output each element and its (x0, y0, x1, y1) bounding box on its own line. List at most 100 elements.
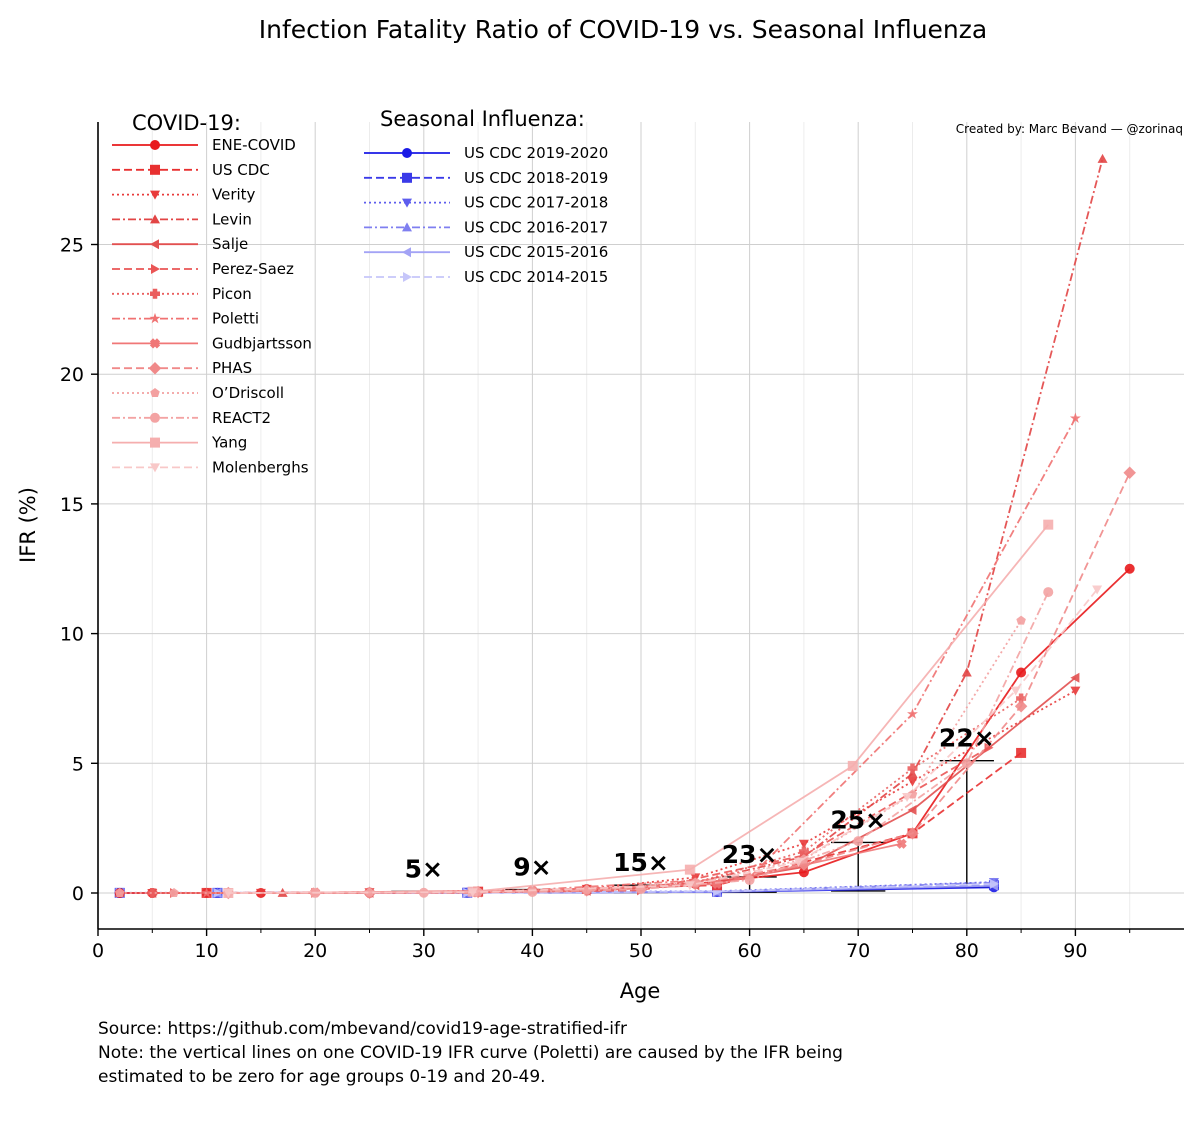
chart-title: Infection Fatality Ratio of COVID-19 vs.… (259, 15, 987, 44)
covid-legend-label: REACT2 (212, 409, 271, 427)
ratio-labels: 5× 9× 15× 23× 25× 22× (405, 724, 995, 884)
covid-point (581, 884, 592, 894)
covid-legend-item: Perez-Saez (112, 260, 294, 278)
covid-legend-marker (150, 388, 160, 398)
covid-legend-marker-shape (149, 338, 161, 349)
covid-legend-label: Poletti (212, 310, 259, 328)
covid-point (147, 887, 158, 898)
x-tick-label: 50 (629, 940, 653, 962)
covid-legend-label: ENE-COVID (212, 136, 296, 154)
flu-legend-label: US CDC 2016-2017 (464, 218, 608, 236)
covid-point (114, 887, 125, 897)
x-tick-label: 60 (738, 940, 762, 962)
covid-series-12 (223, 519, 1054, 898)
covid-point (907, 708, 918, 719)
covid-point (636, 884, 646, 895)
x-tick-label: 80 (955, 940, 979, 962)
covid-legend-marker (150, 288, 160, 299)
covid-legend-item: Poletti (112, 310, 259, 328)
covid-point (907, 777, 918, 787)
x-tick-label: 0 (92, 940, 104, 962)
y-axis-label: IFR (%) (16, 487, 40, 563)
covid-legend-label: Gudbjartsson (212, 334, 312, 352)
covid-point (684, 881, 695, 891)
covid-legend-item: Levin (112, 210, 252, 228)
flu-legend-item: US CDC 2018-2019 (364, 169, 608, 187)
covid-point (1043, 587, 1054, 598)
flu-legend-label: US CDC 2018-2019 (464, 169, 608, 187)
covid-legend-item: Salje (112, 235, 248, 253)
flu-legend-marker (403, 272, 412, 282)
covid-series-10 (114, 615, 1026, 898)
covid-point (906, 827, 919, 840)
series-group (114, 153, 1136, 900)
flu-legend-label: US CDC 2015-2016 (464, 243, 608, 261)
covid-point (744, 875, 755, 886)
covid-series-line (119, 620, 1022, 894)
flu-legend-marker (402, 148, 412, 158)
covid-legend-marker (151, 264, 160, 274)
covid-legend-label: Levin (212, 210, 252, 228)
x-tick-label: 20 (303, 940, 327, 962)
covid-legend-label: Salje (212, 235, 248, 253)
covid-point (853, 836, 864, 847)
flu-legend-label: US CDC 2019-2020 (464, 144, 608, 162)
x-tick-label: 90 (1063, 940, 1087, 962)
ratio-label: 25× (830, 805, 886, 834)
covid-series-line (228, 472, 1131, 894)
y-tick-label: 10 (60, 624, 84, 646)
y-tick-label: 25 (60, 235, 84, 257)
flu-legend: US CDC 2019-2020 US CDC 2018-2019 US CDC 2… (364, 144, 608, 286)
covid-series-line (228, 524, 1049, 894)
covid-legend-item: Yang (112, 434, 247, 452)
covid-point (527, 886, 538, 897)
covid-legend-label: PHAS (212, 359, 252, 377)
covid-point (896, 838, 907, 849)
y-tick-label: 20 (60, 364, 84, 386)
covid-point (798, 839, 809, 849)
covid-legend-marker (150, 140, 160, 150)
flu-legend-item: US CDC 2019-2020 (364, 144, 608, 162)
covid-legend-marker (149, 312, 161, 324)
flu-legend-marker (402, 172, 412, 183)
covid-legend-item: Verity (112, 186, 256, 204)
flu-legend-item: US CDC 2014-2015 (364, 268, 608, 286)
covid-series-line (152, 689, 1076, 894)
credit-text: Created by: Marc Bevand — @zorinaq (956, 122, 1183, 136)
covid-legend-marker (150, 463, 160, 473)
covid-point-shape (896, 838, 907, 849)
flu-legend-item: US CDC 2017-2018 (364, 194, 608, 212)
covid-legend-item: ENE-COVID (112, 136, 296, 154)
covid-point (169, 887, 179, 898)
covid-series-line (315, 591, 1050, 894)
covid-point (907, 804, 917, 815)
covid-point (961, 667, 972, 677)
x-tick-label: 70 (846, 940, 870, 962)
covid-point (1016, 615, 1026, 625)
covid-series-13 (223, 585, 1103, 898)
y-tick-label: 0 (72, 883, 84, 905)
flu-legend-label: US CDC 2014-2015 (464, 268, 608, 286)
covid-series-11 (310, 587, 1054, 898)
covid-legend: ENE-COVID US CDC Verity Levin Salje Perez-Sae… (112, 136, 312, 476)
ratio-label: 23× (722, 840, 778, 869)
covid-point (793, 857, 804, 867)
flu-legend-label: US CDC 2017-2018 (464, 194, 608, 212)
covid-point (902, 793, 913, 803)
covid-point (1010, 686, 1021, 696)
flu-legend-marker (402, 222, 412, 232)
covid-legend-item: Picon (112, 285, 252, 303)
covid-legend-label: Yang (211, 434, 247, 452)
covid-point (1016, 667, 1027, 678)
covid-point (1070, 672, 1080, 683)
covid-point (1016, 747, 1027, 758)
covid-legend-marker (150, 164, 160, 175)
covid-point (223, 889, 234, 898)
covid-legend-label: US CDC (212, 161, 270, 179)
covid-point (798, 846, 809, 857)
x-tick-label: 40 (520, 940, 544, 962)
flu-legend-item: US CDC 2016-2017 (364, 218, 608, 236)
source-text: Source: https://github.com/mbevand/covid… (98, 1019, 627, 1039)
x-tick-label: 30 (412, 940, 436, 962)
ratio-label: 9× (513, 853, 551, 882)
